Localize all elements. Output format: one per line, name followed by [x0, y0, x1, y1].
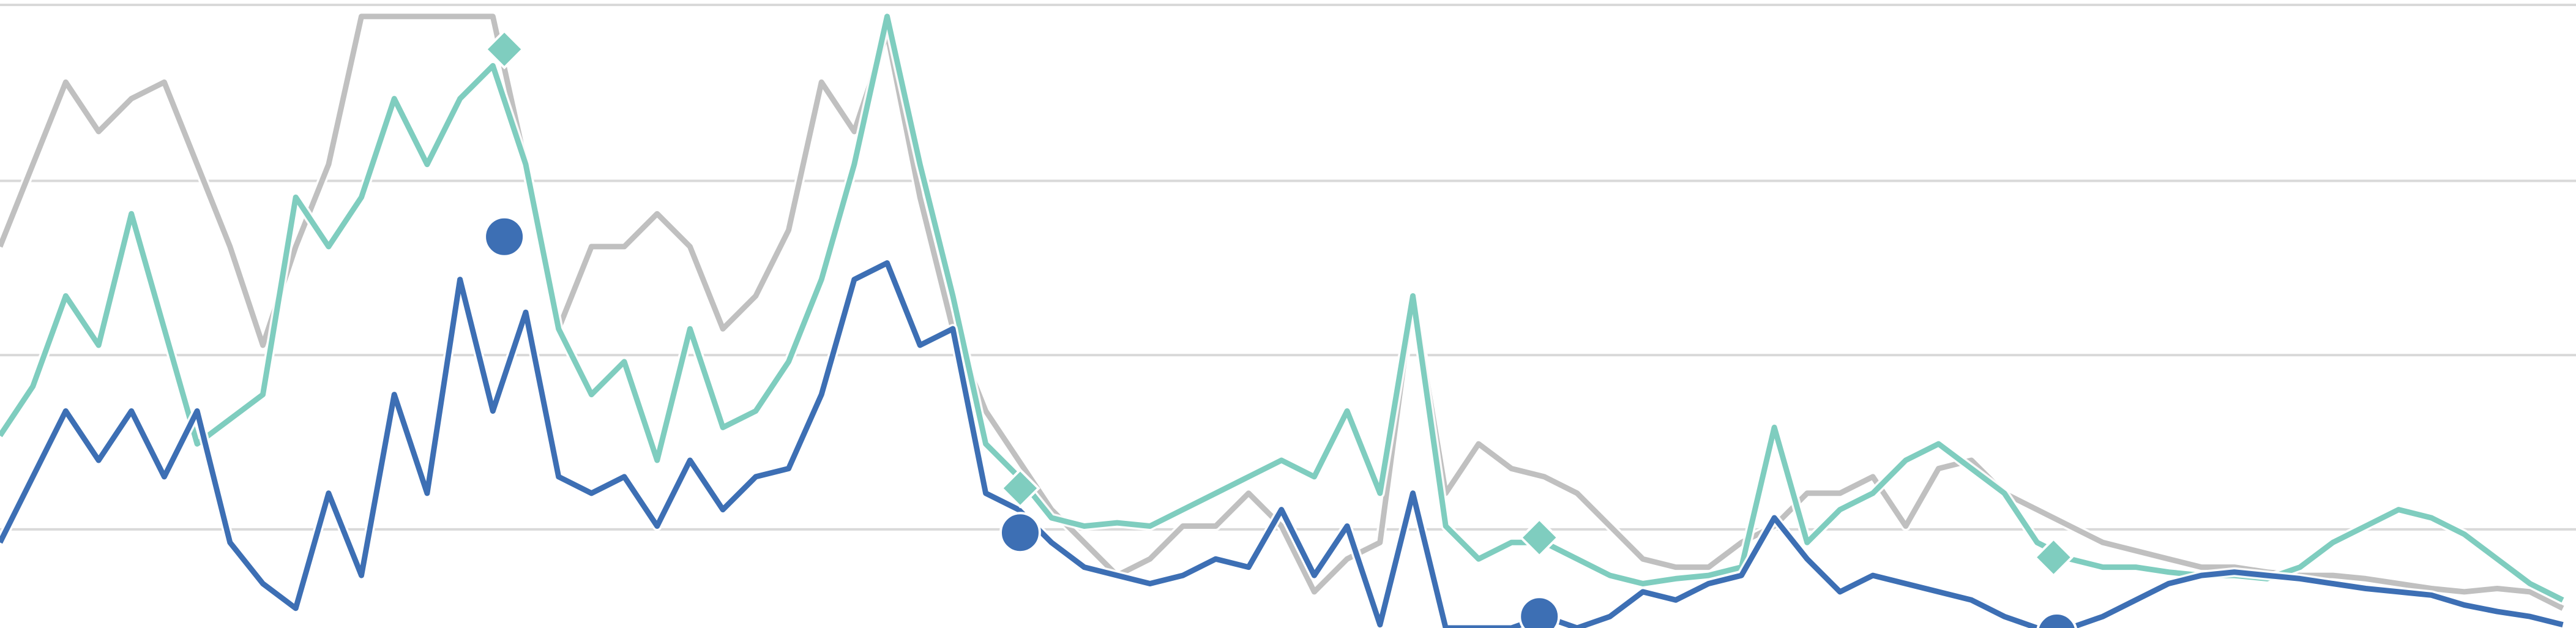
point-marker [2036, 612, 2077, 628]
line-series [0, 13, 2564, 611]
point-marker [2033, 537, 2074, 578]
point-marker [1518, 596, 1561, 628]
point-marker [1000, 468, 1040, 509]
point-marker [999, 512, 1041, 554]
line-series [0, 260, 2564, 628]
point-marker [483, 215, 526, 258]
line-series [0, 13, 2564, 603]
point-marker [484, 29, 525, 70]
point-marker [1519, 517, 1560, 558]
